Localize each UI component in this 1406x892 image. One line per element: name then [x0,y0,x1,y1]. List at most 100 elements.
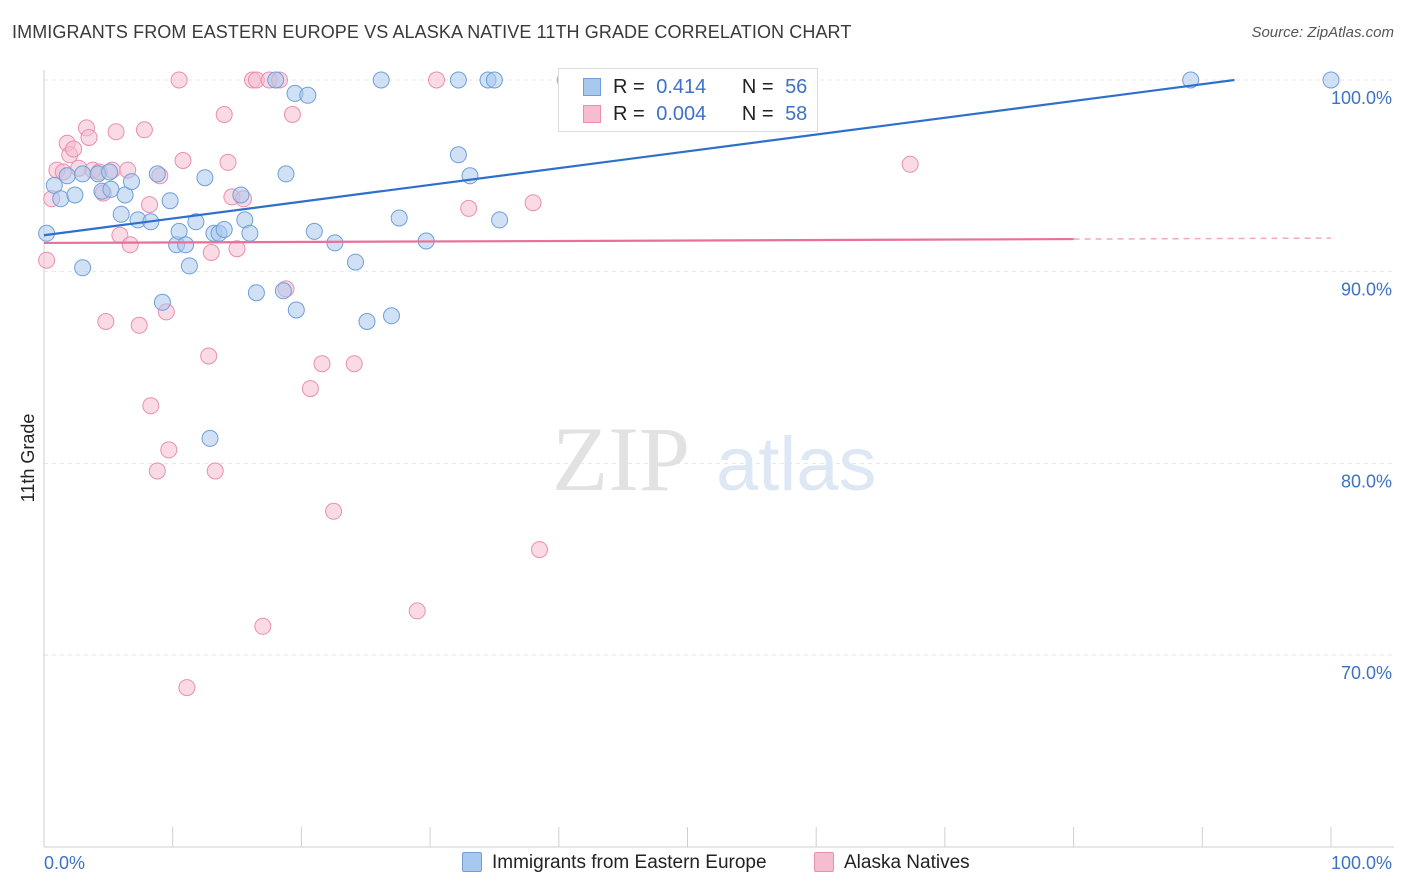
alaska-natives-point [160,441,178,459]
eastern-europe-point [58,167,76,185]
alaska-natives-point [206,462,224,480]
alaska-natives-point [219,153,237,171]
eastern-europe-point [358,313,376,330]
alaska-natives-point [202,244,220,261]
eastern-europe-point [299,86,317,104]
eastern-europe-point [187,213,205,231]
eastern-europe-point [153,293,171,311]
legend-pink-n: 58 [785,103,808,125]
y-tick-label: 80.0% [1341,471,1392,491]
eastern-europe-point [232,186,250,204]
y-tick-label: 100.0% [1331,88,1392,108]
eastern-europe-point [1182,71,1200,89]
alaska-natives-trend-line [43,237,1074,245]
alaska-natives-point [178,679,196,697]
eastern-europe-point [66,186,84,204]
alaska-natives-point [283,106,301,123]
eastern-europe-point [491,211,509,229]
alaska-natives-point [460,199,478,217]
eastern-europe-point [148,165,166,183]
correlation-legend: R = 0.414 N = 56 R = 0.004 N = 58 [558,68,818,132]
legend-blue-n: 56 [785,76,808,98]
eastern-europe-point [347,253,364,271]
alaska-natives-point [170,71,188,89]
watermark-zip: ZIP [552,408,690,510]
alaska-natives-point [142,397,160,415]
y-tick-label: 70.0% [1341,663,1392,683]
eastern-europe-point [267,71,285,89]
gridlines [44,79,1394,656]
eastern-europe-point [101,163,119,181]
chart-title: IMMIGRANTS FROM EASTERN EUROPE VS ALASKA… [12,22,852,42]
eastern-europe-point [449,71,467,89]
legend-r-label: R = [613,103,645,125]
eastern-europe-point [383,307,400,325]
y-tick-label: 90.0% [1341,280,1392,300]
bottom-legend-swatch-blue [462,852,482,872]
x-ticks [43,827,1332,847]
legend-swatch-blue [583,78,601,96]
alaska-natives-point [121,236,139,254]
alaska-natives-point [97,313,115,330]
alaska-natives-point [130,316,148,334]
eastern-europe-point [215,221,233,238]
eastern-europe-point [1322,71,1340,89]
x-tick-label-min: 0.0% [44,853,85,873]
bottom-legend-blue-label: Immigrants from Eastern Europe [492,852,767,873]
eastern-europe-point [102,180,120,198]
y-tick-labels: 70.0% 80.0% 90.0% 100.0% [1331,88,1392,683]
eastern-europe-point [305,222,323,240]
y-axis-label: 11th Grade [18,414,38,503]
eastern-europe-trend-line [43,78,1235,237]
alaska-natives-point [345,355,363,373]
source-credit: Source: ZipAtlas.com [1251,24,1394,41]
alaska-natives-point [141,196,158,214]
eastern-europe-point [390,209,408,227]
alaska-natives-point [215,106,233,123]
alaska-natives-point [901,155,919,173]
bottom-legend-pink-label: Alaska Natives [844,852,970,873]
legend-pink-r: 0.004 [656,103,707,125]
alaska-natives-point [228,240,246,258]
bottom-legend-swatch-pink [814,852,834,872]
eastern-europe-point [274,282,292,300]
alaska-natives-point [408,602,426,620]
legend-swatch-pink [583,105,601,123]
alaska-natives-point [325,502,343,520]
bottom-legend-pink: Alaska Natives [814,852,970,874]
alaska-natives-point [200,347,218,365]
bottom-legend-blue: Immigrants from Eastern Europe [462,852,767,874]
eastern-europe-point [177,236,195,254]
eastern-europe-point [123,173,140,191]
eastern-europe-point [485,71,503,89]
alaska-natives-point [313,355,331,373]
eastern-europe-point [287,301,305,319]
trend-lines [43,78,1332,245]
eastern-europe-point [241,224,259,242]
alaska-natives-point [107,123,125,141]
eastern-europe-point [74,165,92,183]
legend-row-blue: R = 0.414 N = 56 [583,76,807,98]
eastern-europe-point [372,71,390,89]
eastern-europe-point [196,169,214,187]
legend-n-label: N = [741,103,774,125]
eastern-europe-point [180,257,198,275]
alaska-natives-point [148,462,166,480]
alaska-natives-point [65,140,83,158]
eastern-europe-point [161,192,179,210]
eastern-europe-point [247,284,265,302]
legend-row-pink: R = 0.004 N = 58 [583,103,807,125]
alaska-natives-point [254,617,272,635]
alaska-natives-point [301,380,319,398]
legend-r-label: R = [613,76,645,98]
watermark: ZIP atlas [552,408,877,510]
watermark-atlas: atlas [716,422,877,507]
alaska-natives-point [524,194,542,212]
eastern-europe-point [201,429,219,447]
alaska-natives-point [80,129,98,146]
x-tick-label-max: 100.0% [1331,853,1392,873]
legend-n-label: N = [741,76,774,98]
alaska-natives-point [531,541,548,559]
alaska-natives-points [38,71,919,697]
